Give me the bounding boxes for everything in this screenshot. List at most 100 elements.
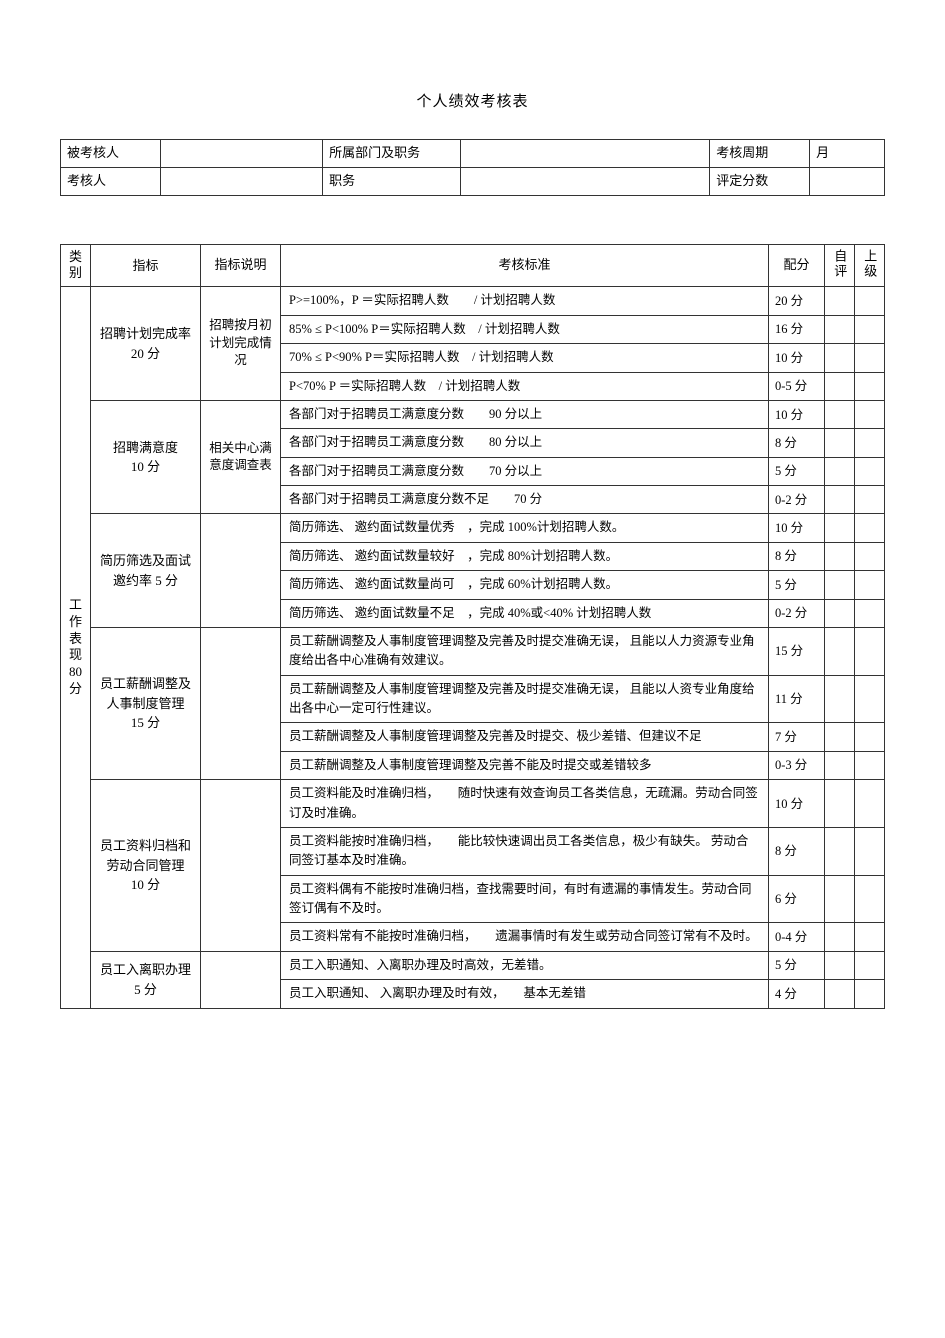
sup-cell [855, 723, 885, 751]
desc-cell: 招聘按月初计划完成情况 [201, 287, 281, 401]
self-cell [825, 429, 855, 457]
desc-cell [201, 627, 281, 779]
desc-cell: 相关中心满意度调查表 [201, 400, 281, 514]
value-period: 月 [810, 140, 885, 168]
value-dept [460, 140, 710, 168]
table-row: 员工资料归档和劳动合同管理10 分员工资料能及时准确归档， 随时快速有效查询员工… [61, 780, 885, 828]
label-role: 职务 [323, 167, 460, 195]
sup-cell [855, 675, 885, 723]
col-weight: 配分 [769, 244, 825, 287]
sup-cell [855, 751, 885, 779]
score-cell: 10 分 [769, 780, 825, 828]
desc-cell [201, 951, 281, 1008]
score-cell: 20 分 [769, 287, 825, 315]
label-assessor: 考核人 [61, 167, 161, 195]
sup-cell [855, 542, 885, 570]
self-cell [825, 599, 855, 627]
sup-cell [855, 400, 885, 428]
sup-cell [855, 571, 885, 599]
self-cell [825, 875, 855, 923]
col-standard: 考核标准 [281, 244, 769, 287]
self-cell [825, 514, 855, 542]
standard-cell: 员工资料能及时准确归档， 随时快速有效查询员工各类信息，无疏漏。劳动合同签订及时… [281, 780, 769, 828]
indicator-cell: 招聘满意度10 分 [91, 400, 201, 514]
standard-cell: 员工入职通知、 入离职办理及时有效， 基本无差错 [281, 980, 769, 1008]
self-cell [825, 951, 855, 979]
page-title: 个人绩效考核表 [60, 90, 885, 111]
label-score: 评定分数 [710, 167, 810, 195]
sup-cell [855, 429, 885, 457]
sup-cell [855, 486, 885, 514]
sup-cell [855, 599, 885, 627]
sup-cell [855, 344, 885, 372]
score-cell: 4 分 [769, 980, 825, 1008]
header-table: 被考核人 所属部门及职务 考核周期 月 考核人 职务 评定分数 [60, 139, 885, 196]
sup-cell [855, 514, 885, 542]
score-cell: 0-5 分 [769, 372, 825, 400]
self-cell [825, 486, 855, 514]
self-cell [825, 723, 855, 751]
desc-cell [201, 780, 281, 952]
self-cell [825, 457, 855, 485]
sup-cell [855, 372, 885, 400]
main-table: 类别 指标 指标说明 考核标准 配分 自评 上级 工作表现80分招聘计划完成率2… [60, 244, 885, 1009]
col-desc: 指标说明 [201, 244, 281, 287]
standard-cell: 各部门对于招聘员工满意度分数 80 分以上 [281, 429, 769, 457]
standard-cell: 各部门对于招聘员工满意度分数不足 70 分 [281, 486, 769, 514]
score-cell: 10 分 [769, 514, 825, 542]
col-superior: 上级 [855, 244, 885, 287]
indicator-cell: 员工薪酬调整及人事制度管理15 分 [91, 627, 201, 779]
self-cell [825, 542, 855, 570]
self-cell [825, 751, 855, 779]
self-cell [825, 400, 855, 428]
self-cell [825, 372, 855, 400]
sup-cell [855, 457, 885, 485]
category-cell: 工作表现80分 [61, 287, 91, 1008]
value-assessee [160, 140, 322, 168]
sup-cell [855, 827, 885, 875]
self-cell [825, 287, 855, 315]
self-cell [825, 827, 855, 875]
standard-cell: 员工资料常有不能按时准确归档， 遗漏事情时有发生或劳动合同签订常有不及时。 [281, 923, 769, 951]
self-cell [825, 675, 855, 723]
standard-cell: 简历筛选、 邀约面试数量较好 ，完成 80%计划招聘人数。 [281, 542, 769, 570]
self-cell [825, 344, 855, 372]
score-cell: 16 分 [769, 315, 825, 343]
standard-cell: 简历筛选、 邀约面试数量不足 ，完成 40%或<40% 计划招聘人数 [281, 599, 769, 627]
sup-cell [855, 780, 885, 828]
score-cell: 0-3 分 [769, 751, 825, 779]
indicator-cell: 员工入离职办理5 分 [91, 951, 201, 1008]
self-cell [825, 627, 855, 675]
value-role [460, 167, 710, 195]
standard-cell: P<70% P ＝实际招聘人数 / 计划招聘人数 [281, 372, 769, 400]
score-cell: 10 分 [769, 400, 825, 428]
score-cell: 0-4 分 [769, 923, 825, 951]
sup-cell [855, 923, 885, 951]
sup-cell [855, 951, 885, 979]
sup-cell [855, 627, 885, 675]
value-assessor [160, 167, 322, 195]
score-cell: 15 分 [769, 627, 825, 675]
standard-cell: 各部门对于招聘员工满意度分数 90 分以上 [281, 400, 769, 428]
standard-cell: 简历筛选、 邀约面试数量尚可 ，完成 60%计划招聘人数。 [281, 571, 769, 599]
score-cell: 5 分 [769, 571, 825, 599]
sup-cell [855, 980, 885, 1008]
col-self: 自评 [825, 244, 855, 287]
sup-cell [855, 287, 885, 315]
label-dept: 所属部门及职务 [323, 140, 460, 168]
self-cell [825, 780, 855, 828]
standard-cell: P>=100%，P ＝实际招聘人数 / 计划招聘人数 [281, 287, 769, 315]
score-cell: 10 分 [769, 344, 825, 372]
indicator-cell: 简历筛选及面试邀约率 5 分 [91, 514, 201, 628]
indicator-cell: 招聘计划完成率20 分 [91, 287, 201, 401]
score-cell: 0-2 分 [769, 599, 825, 627]
score-cell: 7 分 [769, 723, 825, 751]
desc-cell [201, 514, 281, 628]
self-cell [825, 923, 855, 951]
score-cell: 0-2 分 [769, 486, 825, 514]
score-cell: 8 分 [769, 827, 825, 875]
table-row: 员工入离职办理5 分员工入职通知、入离职办理及时高效，无差错。5 分 [61, 951, 885, 979]
standard-cell: 员工薪酬调整及人事制度管理调整及完善及时提交、极少差错、但建议不足 [281, 723, 769, 751]
score-cell: 11 分 [769, 675, 825, 723]
score-cell: 5 分 [769, 951, 825, 979]
